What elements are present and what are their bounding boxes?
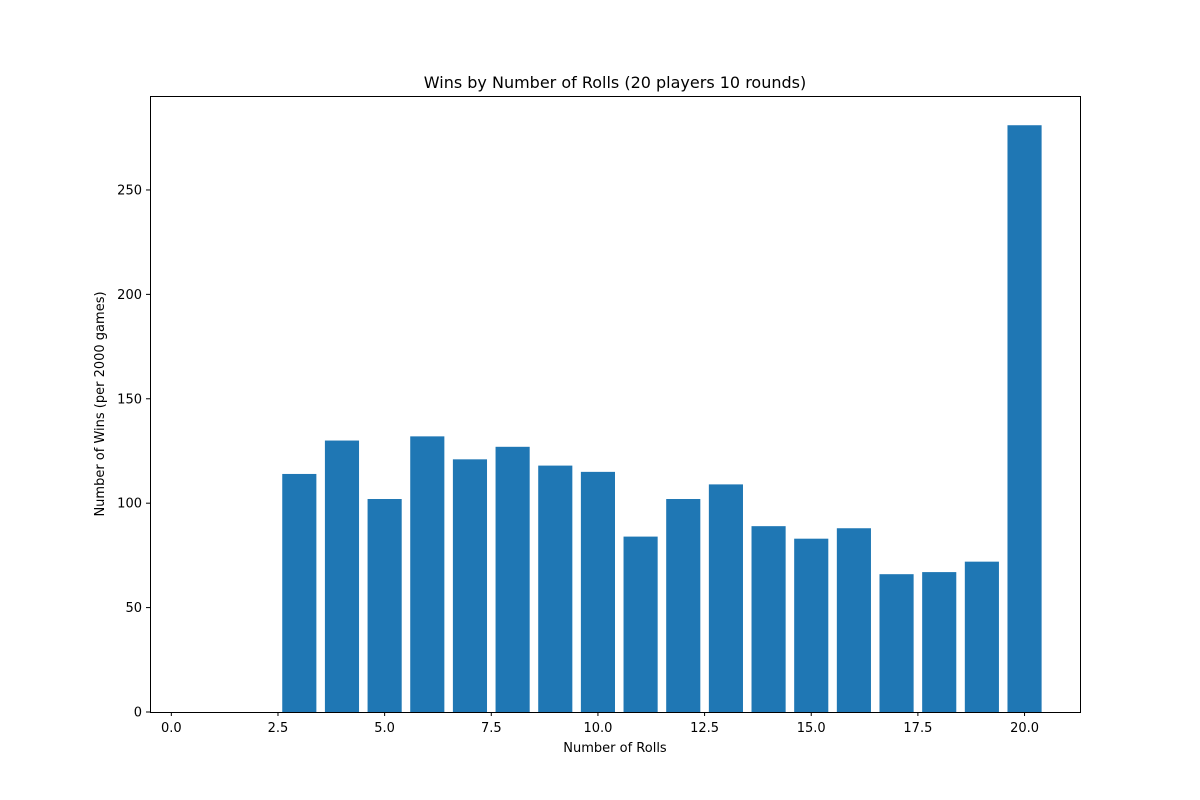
bar-rolls-19	[964, 561, 999, 712]
y-axis: 0 50 100 150 200 250	[117, 183, 150, 721]
bar-rolls-12	[666, 499, 701, 712]
bar-rolls-6	[410, 436, 445, 712]
x-tick-label: 10.0	[583, 721, 612, 736]
x-axis: 0.0 2.5 5.0 7.5 10.0 12.5 15.0 17.5 20.0	[161, 712, 1039, 736]
bar-rolls-8	[495, 446, 530, 712]
bar-rolls-11	[623, 536, 658, 712]
bar-rolls-13	[708, 484, 743, 712]
bar-rolls-17	[879, 574, 914, 712]
x-tick-label: 20.0	[1010, 721, 1039, 736]
bar-rolls-3	[282, 473, 317, 712]
bar-rolls-10	[580, 471, 615, 712]
x-tick-label: 15.0	[797, 721, 826, 736]
bar-rolls-14	[751, 526, 786, 712]
bar-rolls-20	[1007, 125, 1042, 713]
x-tick-label: 2.5	[268, 721, 289, 736]
y-tick-label: 0	[134, 706, 142, 721]
bar-rolls-9	[538, 465, 573, 712]
y-tick-label: 150	[117, 392, 142, 407]
x-tick-label: 12.5	[690, 721, 719, 736]
x-tick-label: 0.0	[161, 721, 182, 736]
y-axis-title: Number of Wins (per 2000 games)	[93, 291, 108, 516]
bar-rolls-16	[836, 528, 871, 712]
bar-rolls-5	[367, 499, 402, 712]
x-tick-label: 17.5	[903, 721, 932, 736]
bars-group	[282, 125, 1042, 713]
y-tick-label: 200	[117, 288, 142, 303]
bar-rolls-18	[922, 572, 957, 712]
y-tick-label: 100	[117, 497, 142, 512]
x-axis-title: Number of Rolls	[563, 741, 667, 756]
bar-rolls-15	[794, 538, 829, 712]
y-tick-label: 250	[117, 183, 142, 198]
bar-rolls-7	[452, 459, 488, 712]
x-tick-label: 7.5	[481, 721, 502, 736]
plot-frame	[150, 96, 1081, 713]
y-tick-label: 50	[125, 601, 142, 616]
bar-rolls-4	[324, 440, 360, 712]
chart-title: Wins by Number of Rolls (20 players 10 r…	[424, 73, 806, 92]
x-tick-label: 5.0	[374, 721, 395, 736]
